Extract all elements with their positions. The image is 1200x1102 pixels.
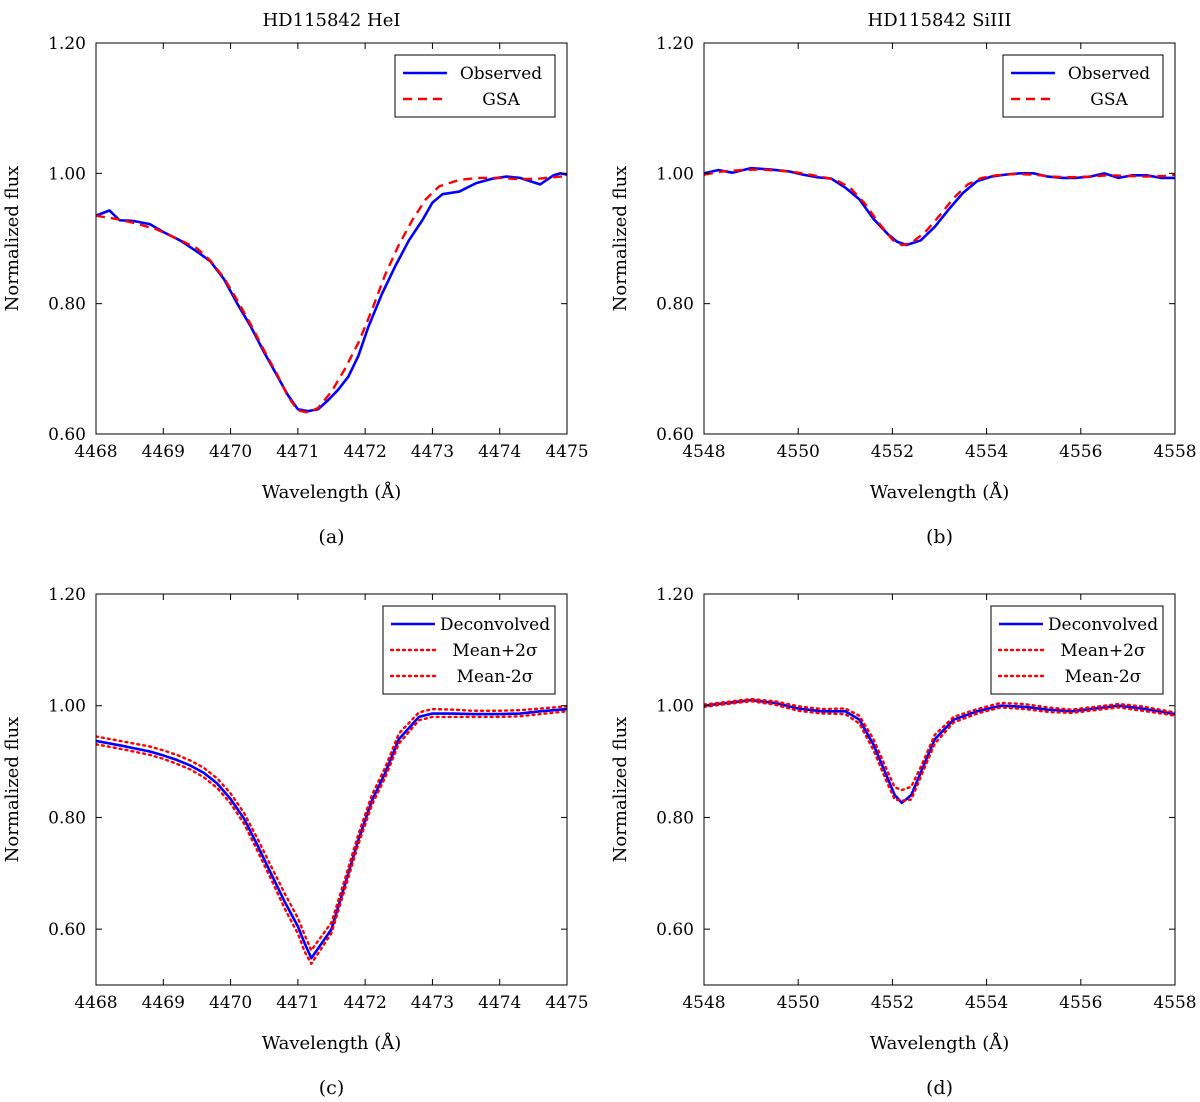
- y-tick-label: 1.20: [48, 34, 86, 54]
- x-tick-label: 4472: [344, 442, 387, 462]
- panel-4: 4548 4550 4552 4554 4556 4558 0.60 0.80 1.00 1.20…: [610, 585, 1197, 1099]
- legend-label: Mean+2σ: [1060, 641, 1146, 661]
- x-tick-label: 4552: [871, 442, 914, 462]
- y-tick-label: 0.60: [656, 425, 694, 445]
- x-tick-label: 4548: [682, 442, 725, 462]
- x-tick-label: 4475: [545, 442, 588, 462]
- x-tick-label: 4473: [411, 442, 454, 462]
- x-axis-label: Wavelength (Å): [262, 481, 402, 503]
- x-tick-label: 4471: [276, 993, 319, 1013]
- x-tick-label: 4468: [74, 993, 117, 1013]
- legend-box: [394, 54, 556, 118]
- panel-label: (b): [926, 526, 953, 548]
- y-tick-label: 1.00: [656, 697, 694, 717]
- y-axis-label: Normalized flux: [610, 166, 631, 312]
- x-tick-label: 4470: [209, 993, 252, 1013]
- x-tick-label: 4556: [1059, 993, 1102, 1013]
- series-line-2: [96, 705, 567, 952]
- x-tick-label: 4469: [142, 442, 185, 462]
- x-tick-label: 4554: [965, 993, 1008, 1013]
- series-line-1: [96, 172, 567, 413]
- y-tick-label: 0.60: [48, 425, 86, 445]
- x-axis-label: Wavelength (Å): [262, 1032, 402, 1054]
- legend-label: Mean-2σ: [457, 667, 534, 687]
- series-line-2: [704, 697, 1175, 792]
- panel-3: 4468 4469 4470 4471 4472 4473 4474 4475 0.60 0.80…: [2, 585, 589, 1099]
- legend-label: Observed: [1068, 64, 1150, 84]
- legend-label: Mean-2σ: [1065, 667, 1142, 687]
- series-line-2: [704, 168, 1175, 247]
- series-line-3: [96, 710, 567, 965]
- panel-1: 4468 4469 4470 4471 4472 4473 4474 4475 0.60 0.80…: [2, 10, 589, 548]
- x-tick-label: 4471: [276, 442, 319, 462]
- legend-label: Mean+2σ: [452, 641, 538, 661]
- y-tick-label: 0.80: [656, 808, 694, 828]
- axes-frame: [703, 593, 1176, 986]
- series-line-1: [96, 707, 567, 960]
- x-tick-label: 4472: [344, 993, 387, 1013]
- x-tick-label: 4548: [682, 993, 725, 1013]
- y-tick-label: 1.20: [656, 585, 694, 605]
- chart-title: HD115842 SiIII: [868, 10, 1012, 31]
- axes-frame: [95, 593, 568, 986]
- y-tick-label: 1.00: [656, 164, 694, 184]
- x-tick-label: 4473: [411, 993, 454, 1013]
- y-axis-label: Normalized flux: [2, 166, 23, 312]
- y-tick-label: 0.80: [656, 295, 694, 315]
- x-axis-label: Wavelength (Å): [870, 481, 1010, 503]
- x-tick-label: 4470: [209, 442, 252, 462]
- chart-title: HD115842 HeI: [262, 10, 400, 31]
- axes-frame: [703, 42, 1176, 435]
- y-tick-label: 0.60: [656, 920, 694, 940]
- x-tick-label: 4556: [1059, 442, 1102, 462]
- series-line-1: [704, 698, 1175, 805]
- y-tick-label: 1.20: [656, 34, 694, 54]
- x-tick-label: 4552: [871, 993, 914, 1013]
- y-tick-label: 0.60: [48, 920, 86, 940]
- y-axis-label: Normalized flux: [2, 717, 23, 863]
- x-tick-label: 4474: [478, 442, 521, 462]
- panel-label: (a): [318, 526, 344, 548]
- series-line-1: [704, 166, 1175, 247]
- legend-box: [1002, 54, 1164, 118]
- x-tick-label: 4558: [1153, 993, 1196, 1013]
- series-line-3: [704, 700, 1175, 802]
- panel-label: (d): [926, 1077, 953, 1099]
- legend-label: Observed: [460, 64, 542, 84]
- series-line-2: [96, 174, 567, 414]
- y-tick-label: 0.80: [48, 808, 86, 828]
- x-tick-label: 4474: [478, 993, 521, 1013]
- y-tick-label: 0.80: [48, 295, 86, 315]
- x-tick-label: 4554: [965, 442, 1008, 462]
- y-tick-label: 1.20: [48, 585, 86, 605]
- x-tick-label: 4469: [142, 993, 185, 1013]
- x-tick-label: 4550: [777, 442, 820, 462]
- legend-label: GSA: [1090, 90, 1128, 110]
- legend: Deconvolved Mean+2σ Mean-2σ: [990, 605, 1164, 695]
- x-tick-label: 4558: [1153, 442, 1196, 462]
- x-tick-label: 4468: [74, 442, 117, 462]
- x-tick-label: 4475: [545, 993, 588, 1013]
- x-tick-label: 4550: [777, 993, 820, 1013]
- legend-label: Deconvolved: [440, 615, 550, 635]
- legend-label: Deconvolved: [1048, 615, 1158, 635]
- legend: Deconvolved Mean+2σ Mean-2σ: [382, 605, 556, 695]
- y-tick-label: 1.00: [48, 697, 86, 717]
- legend: Observed GSA: [1002, 54, 1164, 118]
- y-tick-label: 1.00: [48, 164, 86, 184]
- y-axis-label: Normalized flux: [610, 717, 631, 863]
- panel-label: (c): [319, 1077, 344, 1099]
- legend: Observed GSA: [394, 54, 556, 118]
- axes-frame: [95, 42, 568, 435]
- legend-label: GSA: [482, 90, 520, 110]
- x-axis-label: Wavelength (Å): [870, 1032, 1010, 1054]
- panel-2: 4548 4550 4552 4554 4556 4558 0.60 0.80 1.00 1.20…: [610, 10, 1197, 548]
